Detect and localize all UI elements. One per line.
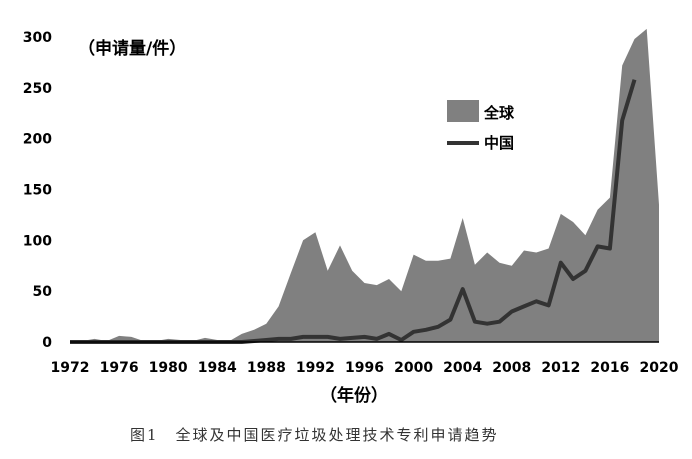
x-tick-label: 2020 [640, 360, 679, 376]
x-axis-ticks: 1972 1976 1980 1984 1988 1992 1996 2000 2004 2008… [51, 360, 679, 376]
x-axis-unit-label: （年份） [320, 385, 388, 406]
x-tick-label: 2016 [590, 360, 629, 376]
y-tick-label: 50 [33, 284, 53, 300]
legend: 全球 中国 [447, 100, 515, 152]
x-tick-label: 1976 [100, 360, 139, 376]
y-axis-ticks: 0 50 100 150 200 250 300 [23, 30, 52, 351]
x-tick-label: 1996 [345, 360, 384, 376]
y-tick-label: 250 [23, 81, 52, 97]
series-line-china [70, 79, 637, 344]
y-tick-label: 300 [23, 30, 52, 46]
legend-label-global: 全球 [483, 104, 515, 122]
x-tick-label: 1992 [296, 360, 335, 376]
x-tick-label: 2000 [394, 360, 433, 376]
legend-swatch-global [447, 100, 479, 122]
x-tick-label: 1984 [198, 360, 237, 376]
series-area-global [70, 28, 659, 343]
x-tick-label: 1988 [247, 360, 286, 376]
y-tick-label: 100 [23, 233, 52, 249]
x-tick-label: 1972 [51, 360, 90, 376]
legend-label-china: 中国 [484, 134, 514, 152]
x-tick-label: 2008 [492, 360, 531, 376]
y-tick-label: 200 [23, 132, 52, 148]
y-tick-label: 150 [23, 183, 52, 199]
y-axis-unit-label: （申请量/件） [78, 38, 186, 59]
x-tick-label: 1980 [149, 360, 188, 376]
plot-area [70, 28, 659, 344]
x-tick-label: 2004 [443, 360, 482, 376]
x-tick-label: 2012 [541, 360, 580, 376]
figure-caption: 图1 全球及中国医疗垃圾处理技术专利申请趋势 [130, 426, 499, 444]
y-tick-label: 0 [42, 335, 52, 351]
